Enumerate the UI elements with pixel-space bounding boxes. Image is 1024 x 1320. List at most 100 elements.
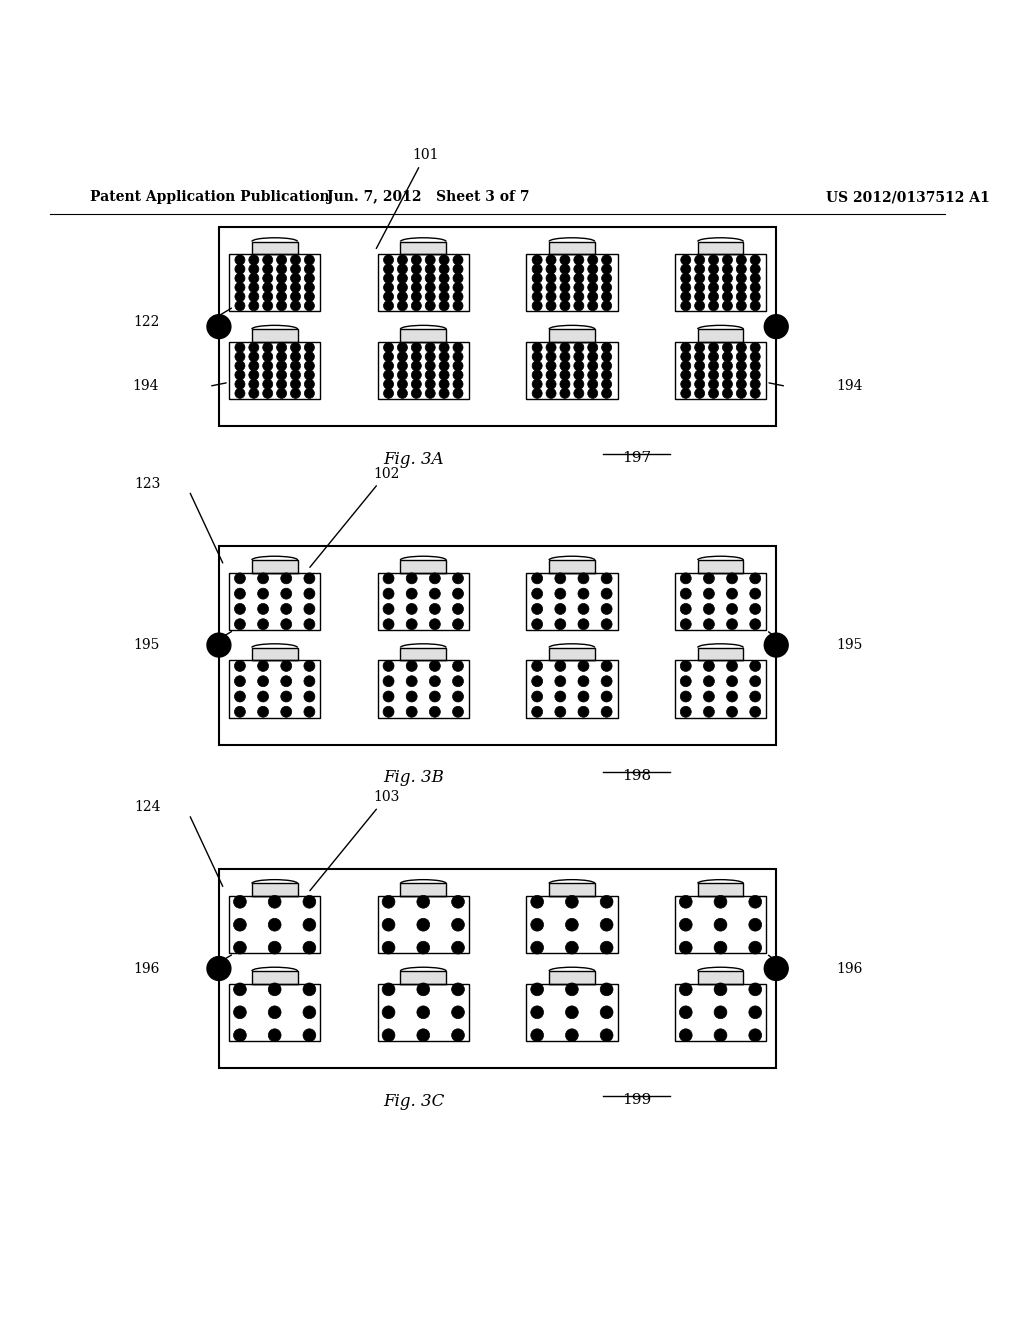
Circle shape — [714, 1006, 727, 1019]
Circle shape — [694, 360, 705, 371]
Circle shape — [694, 351, 705, 362]
Circle shape — [709, 370, 719, 380]
Circle shape — [276, 370, 287, 380]
Circle shape — [303, 1028, 315, 1041]
Circle shape — [751, 360, 760, 371]
Circle shape — [703, 690, 715, 702]
Circle shape — [429, 573, 440, 583]
Circle shape — [234, 273, 245, 284]
Circle shape — [276, 388, 287, 399]
Circle shape — [751, 370, 760, 380]
Circle shape — [679, 1028, 692, 1041]
Circle shape — [588, 370, 598, 380]
Bar — [229, 660, 321, 718]
Bar — [675, 896, 766, 953]
Circle shape — [555, 690, 566, 702]
Circle shape — [751, 292, 760, 301]
Circle shape — [249, 273, 259, 284]
Circle shape — [234, 388, 245, 399]
Circle shape — [532, 292, 542, 301]
Circle shape — [749, 1028, 762, 1041]
Bar — [675, 983, 766, 1041]
Circle shape — [750, 573, 761, 583]
Circle shape — [268, 983, 281, 995]
Circle shape — [263, 282, 272, 293]
Text: 122: 122 — [133, 314, 159, 329]
Circle shape — [234, 603, 246, 614]
Circle shape — [304, 388, 314, 399]
Circle shape — [703, 589, 715, 599]
Circle shape — [452, 1028, 465, 1041]
Circle shape — [680, 603, 691, 614]
Circle shape — [531, 619, 543, 630]
Circle shape — [233, 941, 247, 954]
Circle shape — [546, 379, 556, 389]
Circle shape — [722, 292, 732, 301]
Circle shape — [291, 379, 300, 389]
Circle shape — [397, 282, 408, 293]
Circle shape — [425, 273, 435, 284]
Circle shape — [453, 255, 463, 265]
Circle shape — [291, 264, 300, 275]
Bar — [400, 560, 446, 573]
Circle shape — [268, 1006, 281, 1019]
Circle shape — [304, 292, 314, 301]
Circle shape — [263, 301, 272, 310]
Circle shape — [412, 370, 421, 380]
Text: 197: 197 — [623, 451, 651, 465]
Circle shape — [560, 351, 570, 362]
Circle shape — [531, 589, 543, 599]
Circle shape — [722, 351, 732, 362]
Circle shape — [417, 983, 430, 995]
Circle shape — [601, 573, 612, 583]
Circle shape — [429, 603, 440, 614]
Circle shape — [439, 351, 450, 362]
Circle shape — [249, 379, 259, 389]
Circle shape — [453, 619, 464, 630]
Circle shape — [384, 264, 393, 275]
Circle shape — [383, 676, 394, 686]
Circle shape — [384, 292, 393, 301]
Circle shape — [397, 388, 408, 399]
Circle shape — [560, 370, 570, 380]
Circle shape — [281, 619, 292, 630]
Circle shape — [680, 690, 691, 702]
Circle shape — [417, 1006, 430, 1019]
Circle shape — [453, 706, 464, 717]
Circle shape — [555, 573, 566, 583]
Circle shape — [681, 292, 691, 301]
Circle shape — [694, 379, 705, 389]
Circle shape — [750, 589, 761, 599]
Circle shape — [588, 301, 598, 310]
Circle shape — [601, 676, 612, 686]
Circle shape — [764, 957, 788, 981]
Circle shape — [207, 314, 230, 338]
Circle shape — [276, 342, 287, 352]
Circle shape — [249, 282, 259, 293]
Bar — [219, 545, 776, 744]
Circle shape — [532, 351, 542, 362]
Circle shape — [249, 292, 259, 301]
Circle shape — [384, 282, 393, 293]
Circle shape — [429, 676, 440, 686]
Circle shape — [439, 342, 450, 352]
Bar — [378, 983, 469, 1041]
Circle shape — [303, 895, 315, 908]
Circle shape — [263, 351, 272, 362]
Circle shape — [291, 342, 300, 352]
Text: 101: 101 — [376, 148, 438, 248]
Circle shape — [722, 301, 732, 310]
Text: 103: 103 — [310, 791, 399, 891]
Circle shape — [234, 360, 245, 371]
Circle shape — [425, 370, 435, 380]
Circle shape — [263, 342, 272, 352]
Circle shape — [532, 264, 542, 275]
Circle shape — [555, 603, 566, 614]
Circle shape — [407, 603, 417, 614]
Circle shape — [412, 301, 421, 310]
Circle shape — [600, 941, 613, 954]
Circle shape — [546, 388, 556, 399]
Circle shape — [382, 895, 395, 908]
Circle shape — [588, 273, 598, 284]
Circle shape — [736, 351, 746, 362]
